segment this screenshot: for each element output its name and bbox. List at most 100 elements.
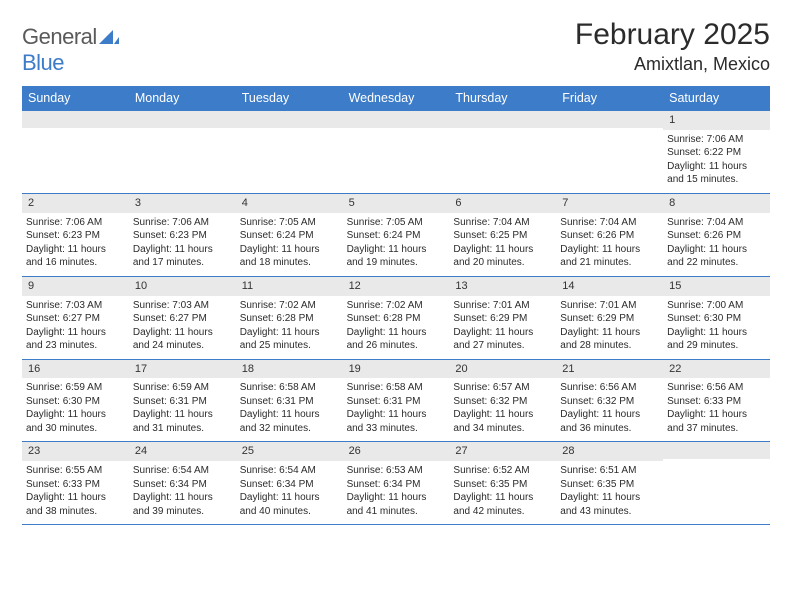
week-row: 23Sunrise: 6:55 AMSunset: 6:33 PMDayligh… xyxy=(22,441,770,525)
day-header-thu: Thursday xyxy=(449,86,556,110)
day-info-line: Daylight: 11 hours and 33 minutes. xyxy=(347,408,446,435)
day-number: 1 xyxy=(663,111,770,130)
day-info-line: Daylight: 11 hours and 31 minutes. xyxy=(133,408,232,435)
day-info-line: Sunset: 6:27 PM xyxy=(133,312,232,326)
day-cell: 15Sunrise: 7:00 AMSunset: 6:30 PMDayligh… xyxy=(663,277,770,359)
day-info-line: Sunrise: 6:53 AM xyxy=(347,464,446,478)
day-number: 22 xyxy=(663,360,770,379)
day-info-line: Sunset: 6:29 PM xyxy=(453,312,552,326)
day-header-fri: Friday xyxy=(556,86,663,110)
day-info-line: Sunset: 6:30 PM xyxy=(667,312,766,326)
day-number xyxy=(22,111,129,128)
day-info-line: Sunrise: 7:01 AM xyxy=(453,299,552,313)
day-cell xyxy=(22,111,129,193)
day-number: 21 xyxy=(556,360,663,379)
day-info-line: Daylight: 11 hours and 27 minutes. xyxy=(453,326,552,353)
day-info-line: Sunset: 6:26 PM xyxy=(667,229,766,243)
day-info-line: Sunset: 6:33 PM xyxy=(667,395,766,409)
day-info-line: Daylight: 11 hours and 28 minutes. xyxy=(560,326,659,353)
day-cell: 2Sunrise: 7:06 AMSunset: 6:23 PMDaylight… xyxy=(22,194,129,276)
day-cell: 28Sunrise: 6:51 AMSunset: 6:35 PMDayligh… xyxy=(556,442,663,524)
day-cell xyxy=(449,111,556,193)
day-number: 25 xyxy=(236,442,343,461)
day-info-line: Sunrise: 6:56 AM xyxy=(560,381,659,395)
day-info-line: Sunrise: 6:55 AM xyxy=(26,464,125,478)
day-number: 3 xyxy=(129,194,236,213)
day-cell: 10Sunrise: 7:03 AMSunset: 6:27 PMDayligh… xyxy=(129,277,236,359)
day-info-line: Sunset: 6:27 PM xyxy=(26,312,125,326)
day-info-line: Sunrise: 7:03 AM xyxy=(133,299,232,313)
day-cell: 4Sunrise: 7:05 AMSunset: 6:24 PMDaylight… xyxy=(236,194,343,276)
day-info-line: Sunset: 6:32 PM xyxy=(453,395,552,409)
header: General Blue February 2025 Amixtlan, Mex… xyxy=(22,18,770,76)
day-info-line: Daylight: 11 hours and 23 minutes. xyxy=(26,326,125,353)
day-info-line: Sunset: 6:34 PM xyxy=(240,478,339,492)
day-info-line: Sunset: 6:30 PM xyxy=(26,395,125,409)
day-info-line: Sunrise: 6:58 AM xyxy=(240,381,339,395)
day-number: 9 xyxy=(22,277,129,296)
day-info-line: Sunrise: 6:54 AM xyxy=(133,464,232,478)
day-info-line: Daylight: 11 hours and 29 minutes. xyxy=(667,326,766,353)
day-info-line: Daylight: 11 hours and 15 minutes. xyxy=(667,160,766,187)
day-info-line: Daylight: 11 hours and 36 minutes. xyxy=(560,408,659,435)
day-info-line: Daylight: 11 hours and 18 minutes. xyxy=(240,243,339,270)
day-info-line: Sunset: 6:31 PM xyxy=(133,395,232,409)
day-cell xyxy=(663,442,770,524)
day-cell xyxy=(556,111,663,193)
day-info-line: Sunrise: 7:05 AM xyxy=(240,216,339,230)
day-info-line: Sunrise: 7:05 AM xyxy=(347,216,446,230)
day-info-line: Sunset: 6:23 PM xyxy=(26,229,125,243)
day-number: 18 xyxy=(236,360,343,379)
day-cell: 24Sunrise: 6:54 AMSunset: 6:34 PMDayligh… xyxy=(129,442,236,524)
day-number: 26 xyxy=(343,442,450,461)
day-info-line: Sunset: 6:31 PM xyxy=(240,395,339,409)
logo: General Blue xyxy=(22,18,119,76)
day-cell: 9Sunrise: 7:03 AMSunset: 6:27 PMDaylight… xyxy=(22,277,129,359)
day-info-line: Daylight: 11 hours and 19 minutes. xyxy=(347,243,446,270)
day-info-line: Sunset: 6:29 PM xyxy=(560,312,659,326)
day-info-line: Sunrise: 6:54 AM xyxy=(240,464,339,478)
day-info-line: Sunset: 6:26 PM xyxy=(560,229,659,243)
day-number: 24 xyxy=(129,442,236,461)
day-info-line: Daylight: 11 hours and 17 minutes. xyxy=(133,243,232,270)
day-header-wed: Wednesday xyxy=(343,86,450,110)
day-cell: 27Sunrise: 6:52 AMSunset: 6:35 PMDayligh… xyxy=(449,442,556,524)
day-number xyxy=(129,111,236,128)
day-header-sat: Saturday xyxy=(663,86,770,110)
day-cell: 26Sunrise: 6:53 AMSunset: 6:34 PMDayligh… xyxy=(343,442,450,524)
day-info-line: Sunrise: 7:02 AM xyxy=(240,299,339,313)
day-number: 19 xyxy=(343,360,450,379)
day-info-line: Sunset: 6:34 PM xyxy=(133,478,232,492)
day-number: 13 xyxy=(449,277,556,296)
day-number xyxy=(449,111,556,128)
day-info-line: Sunrise: 7:04 AM xyxy=(453,216,552,230)
day-cell: 18Sunrise: 6:58 AMSunset: 6:31 PMDayligh… xyxy=(236,360,343,442)
day-header-row: Sunday Monday Tuesday Wednesday Thursday… xyxy=(22,86,770,110)
day-info-line: Sunset: 6:22 PM xyxy=(667,146,766,160)
day-info-line: Daylight: 11 hours and 25 minutes. xyxy=(240,326,339,353)
day-info-line: Daylight: 11 hours and 43 minutes. xyxy=(560,491,659,518)
logo-part2: Blue xyxy=(22,50,64,75)
day-cell: 6Sunrise: 7:04 AMSunset: 6:25 PMDaylight… xyxy=(449,194,556,276)
day-info-line: Sunrise: 7:06 AM xyxy=(133,216,232,230)
day-header-sun: Sunday xyxy=(22,86,129,110)
day-cell: 14Sunrise: 7:01 AMSunset: 6:29 PMDayligh… xyxy=(556,277,663,359)
day-info-line: Daylight: 11 hours and 30 minutes. xyxy=(26,408,125,435)
day-info-line: Sunset: 6:31 PM xyxy=(347,395,446,409)
week-row: 2Sunrise: 7:06 AMSunset: 6:23 PMDaylight… xyxy=(22,193,770,276)
day-info-line: Sunrise: 6:56 AM xyxy=(667,381,766,395)
day-info-line: Sunrise: 6:58 AM xyxy=(347,381,446,395)
day-number: 28 xyxy=(556,442,663,461)
day-number: 11 xyxy=(236,277,343,296)
day-info-line: Sunset: 6:32 PM xyxy=(560,395,659,409)
day-number xyxy=(556,111,663,128)
day-number: 5 xyxy=(343,194,450,213)
day-cell: 17Sunrise: 6:59 AMSunset: 6:31 PMDayligh… xyxy=(129,360,236,442)
day-cell: 7Sunrise: 7:04 AMSunset: 6:26 PMDaylight… xyxy=(556,194,663,276)
day-cell xyxy=(129,111,236,193)
day-info-line: Daylight: 11 hours and 20 minutes. xyxy=(453,243,552,270)
day-info-line: Sunrise: 6:52 AM xyxy=(453,464,552,478)
day-number: 27 xyxy=(449,442,556,461)
day-info-line: Sunset: 6:25 PM xyxy=(453,229,552,243)
day-cell: 25Sunrise: 6:54 AMSunset: 6:34 PMDayligh… xyxy=(236,442,343,524)
